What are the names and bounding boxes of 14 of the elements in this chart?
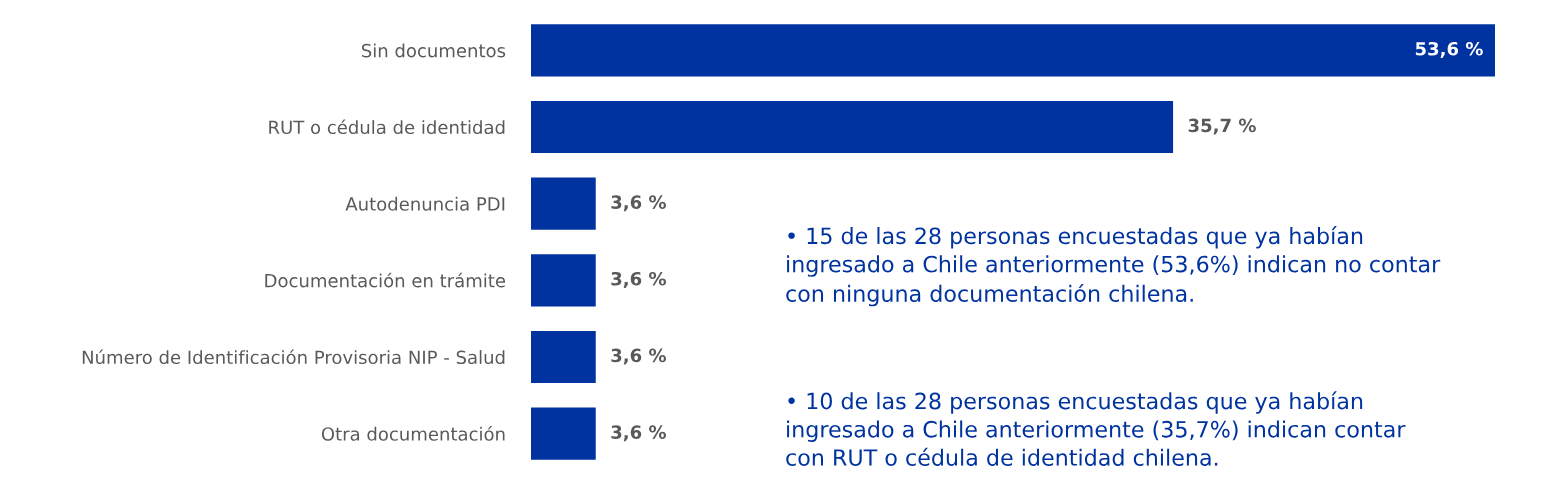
data-label: 3,6 % [611,425,666,442]
y-tick-label: Otra documentación [321,426,505,441]
y-tick-label: Sin documentos [361,43,506,58]
annotation: • 15 de las 28 personas encuestadas que ya habían ingresado a Chile anteriormente (53,6%) indican no contar con ninguna documentación chilena. [786,226,1441,307]
data-label: 35,7 % [1188,118,1256,135]
y-tick-label: Número de Identificación Provisoria NIP - Salud [82,349,505,365]
y-tick-label: Documentación en trámite [265,272,506,288]
y-tick-label: Autodenuncia PDI [345,196,505,211]
data-label: 3,6 % [611,195,666,212]
y-tick-label: RUT o cédula de identidad [269,119,505,135]
data-label: 3,6 % [611,348,666,365]
annotation: • 10 de las 28 personas encuestadas que ya habían ingresado a Chile anteriormente (35,7%) indican contar con RUT o cédula de identidad chilena. [786,391,1406,466]
data-label: 53,6 % [1415,41,1483,58]
data-label: 3,6 % [611,271,666,288]
